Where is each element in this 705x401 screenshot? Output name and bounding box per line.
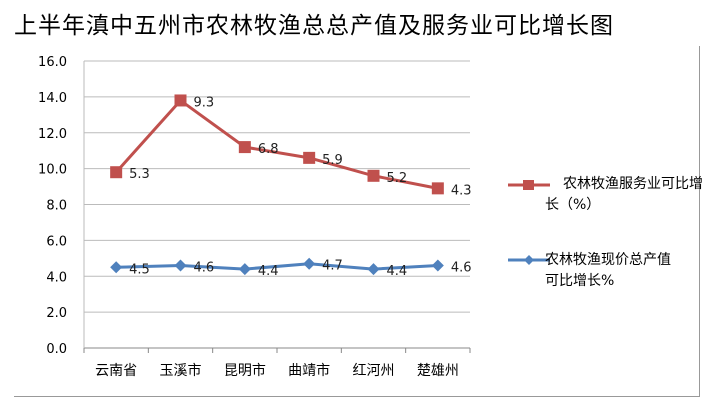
data-label: 5.9 [322, 153, 343, 168]
x-tick-label: 楚雄州 [417, 363, 459, 379]
data-point [367, 169, 380, 182]
data-label: 6.8 [258, 142, 279, 157]
x-tick-label: 红河州 [353, 363, 395, 379]
data-point [238, 141, 251, 154]
data-point [174, 259, 187, 272]
data-point [303, 151, 316, 164]
data-label: 5.2 [387, 171, 408, 186]
data-point [303, 257, 316, 270]
legend-label: 农林牧渔现价总产值可比增长% [545, 252, 671, 289]
y-tick-label: 8.0 [46, 199, 67, 214]
legend-label: 农林牧渔服务业可比增长（%） [545, 176, 703, 213]
y-tick-label: 12.0 [38, 127, 67, 142]
series-line [115, 98, 439, 190]
data-label: 4.4 [387, 264, 408, 279]
data-label: 4.7 [322, 259, 343, 274]
series-line [116, 262, 438, 271]
x-tick-label: 昆明市 [224, 362, 266, 379]
data-point [238, 263, 251, 276]
data-point [110, 166, 123, 179]
x-tick-label: 曲靖市 [288, 362, 330, 379]
data-label: 4.6 [194, 260, 215, 275]
data-point [367, 263, 380, 276]
y-tick-label: 0.0 [46, 342, 67, 357]
data-label: 4.3 [451, 183, 472, 198]
x-tick-label: 玉溪市 [160, 362, 202, 379]
data-label: 9.3 [194, 95, 215, 110]
data-point [431, 259, 444, 272]
y-tick-label: 16.0 [38, 55, 67, 70]
data-label: 4.6 [451, 260, 472, 275]
data-label: 5.3 [129, 167, 150, 182]
data-label: 4.5 [129, 262, 150, 277]
y-tick-label: 14.0 [38, 91, 67, 106]
data-point [110, 261, 123, 274]
y-tick-label: 10.0 [38, 163, 67, 178]
data-label: 4.4 [258, 264, 279, 279]
data-point [431, 182, 444, 195]
y-tick-label: 6.0 [46, 234, 67, 249]
legend-marker-diamond-icon [508, 255, 550, 265]
chart-frame [14, 46, 700, 397]
y-tick-label: 2.0 [46, 306, 67, 321]
data-point [174, 94, 187, 107]
y-tick-label: 4.0 [46, 270, 67, 285]
chart-title: 上半年滇中五州市农林牧渔总总产值及服务业可比增长图 [14, 13, 614, 39]
x-tick-label: 云南省 [95, 363, 137, 379]
legend-marker-square-icon [508, 180, 550, 190]
